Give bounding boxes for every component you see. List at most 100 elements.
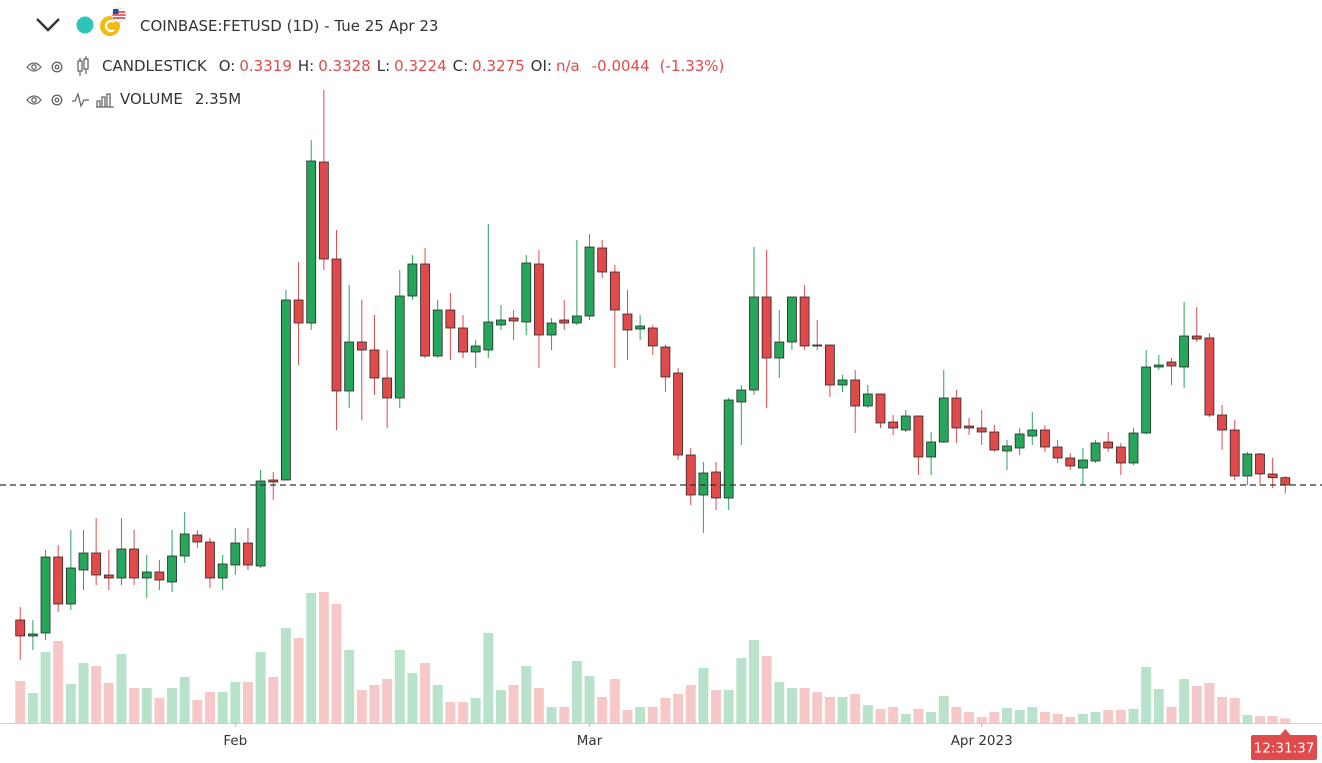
volume-bar [1217, 697, 1228, 723]
candle-body [698, 472, 709, 496]
volume-bar [1267, 716, 1278, 723]
volume-bar [205, 692, 216, 723]
candle-body [508, 317, 519, 322]
candle-body [1191, 335, 1202, 340]
candle-body [1115, 446, 1126, 464]
candle-body [1267, 473, 1278, 479]
candle-body [862, 393, 873, 407]
volume-bar [546, 707, 557, 723]
volume-bar [344, 650, 355, 723]
candle-body [1141, 366, 1152, 434]
candle-body [534, 263, 544, 336]
gear-icon[interactable] [51, 61, 63, 73]
countdown: 12:31:37 [1254, 741, 1315, 757]
candle-body [1103, 441, 1114, 449]
candle-body [926, 441, 936, 458]
candle-body [78, 552, 89, 571]
eye-icon[interactable] [26, 95, 42, 105]
candle-body [15, 619, 26, 637]
candle-body [243, 542, 253, 566]
volume-bar [1077, 714, 1088, 723]
legend-value: 0.3328 [318, 57, 371, 75]
candle-body [230, 542, 241, 566]
volume-bar [242, 682, 253, 723]
volume-bar [812, 692, 823, 723]
candle-body [255, 480, 266, 567]
candle-body [1217, 414, 1227, 431]
volume-bar [280, 628, 291, 723]
candle-body [306, 160, 317, 324]
volume-bar [116, 654, 127, 723]
volume-bar [1229, 698, 1240, 723]
candle-body [331, 258, 342, 392]
volume-bar [1255, 716, 1266, 723]
candle-body [673, 372, 683, 456]
legend-key: OI: [530, 57, 552, 75]
price-legend: CANDLESTICK O: 0.3319 H: 0.3328 L: 0.322… [102, 57, 730, 75]
volume-bar [1204, 683, 1215, 723]
candle-body [1040, 429, 1050, 448]
candle-body [458, 327, 468, 353]
x-tick-label: Apr 2023 [951, 733, 1013, 749]
candle-body [799, 296, 810, 347]
volume-bar [761, 656, 772, 723]
candle-body [521, 262, 532, 323]
candle-body [989, 431, 1000, 451]
candle-body [167, 555, 177, 583]
volume-bar [508, 685, 519, 723]
candle-body [192, 534, 203, 543]
volume-bar [850, 694, 861, 723]
legend-key: H: [297, 57, 315, 75]
candle-body [1128, 432, 1139, 464]
candle-body [27, 633, 38, 637]
volume-bar [774, 682, 785, 723]
legend-value: 0.3224 [394, 57, 447, 75]
volume-bar [293, 638, 304, 723]
candle-body [824, 344, 835, 386]
volume-bar [1027, 707, 1038, 723]
volume-bar [913, 709, 924, 723]
candle-body [1014, 433, 1025, 449]
volume-bar [571, 661, 582, 723]
volume-bar [432, 685, 443, 723]
gear-hub [54, 97, 60, 103]
volume-bar [91, 666, 102, 723]
gear-icon[interactable] [51, 94, 63, 106]
candle-body [723, 399, 734, 499]
candle-body [571, 315, 582, 324]
candle-body [154, 571, 165, 581]
candle-body [356, 341, 367, 351]
candle-body [622, 313, 633, 331]
candle-body [1002, 445, 1012, 452]
plot-area [0, 90, 1322, 723]
volume-bar [356, 690, 367, 723]
gear-hub [54, 64, 60, 70]
volume-bar [1039, 712, 1050, 723]
volume-bar [609, 679, 620, 723]
volume-bar [1280, 718, 1291, 723]
volume-bar [521, 666, 532, 723]
candle-body [660, 346, 671, 378]
candle-body [496, 319, 506, 326]
legend-key: O: [218, 57, 236, 75]
legend-value: n/a [555, 57, 580, 75]
collapse-chevron[interactable] [36, 18, 60, 32]
volume-bar [622, 710, 633, 723]
volume-value: 2.35M [194, 90, 242, 108]
volume-bar [1014, 710, 1025, 723]
volume-bar [597, 697, 608, 723]
volume-bar [685, 685, 696, 723]
coin-glyph [104, 19, 115, 33]
volume-bar [786, 688, 797, 723]
candle-body [850, 379, 861, 407]
eye-icon[interactable] [26, 62, 42, 72]
countdown-badge [1251, 735, 1317, 760]
candle-body [647, 327, 658, 347]
candle-body [1255, 453, 1265, 475]
volume-bar [989, 712, 1000, 723]
candle-body [584, 246, 595, 317]
candle-body [559, 319, 570, 324]
volume-bar [1065, 717, 1076, 723]
